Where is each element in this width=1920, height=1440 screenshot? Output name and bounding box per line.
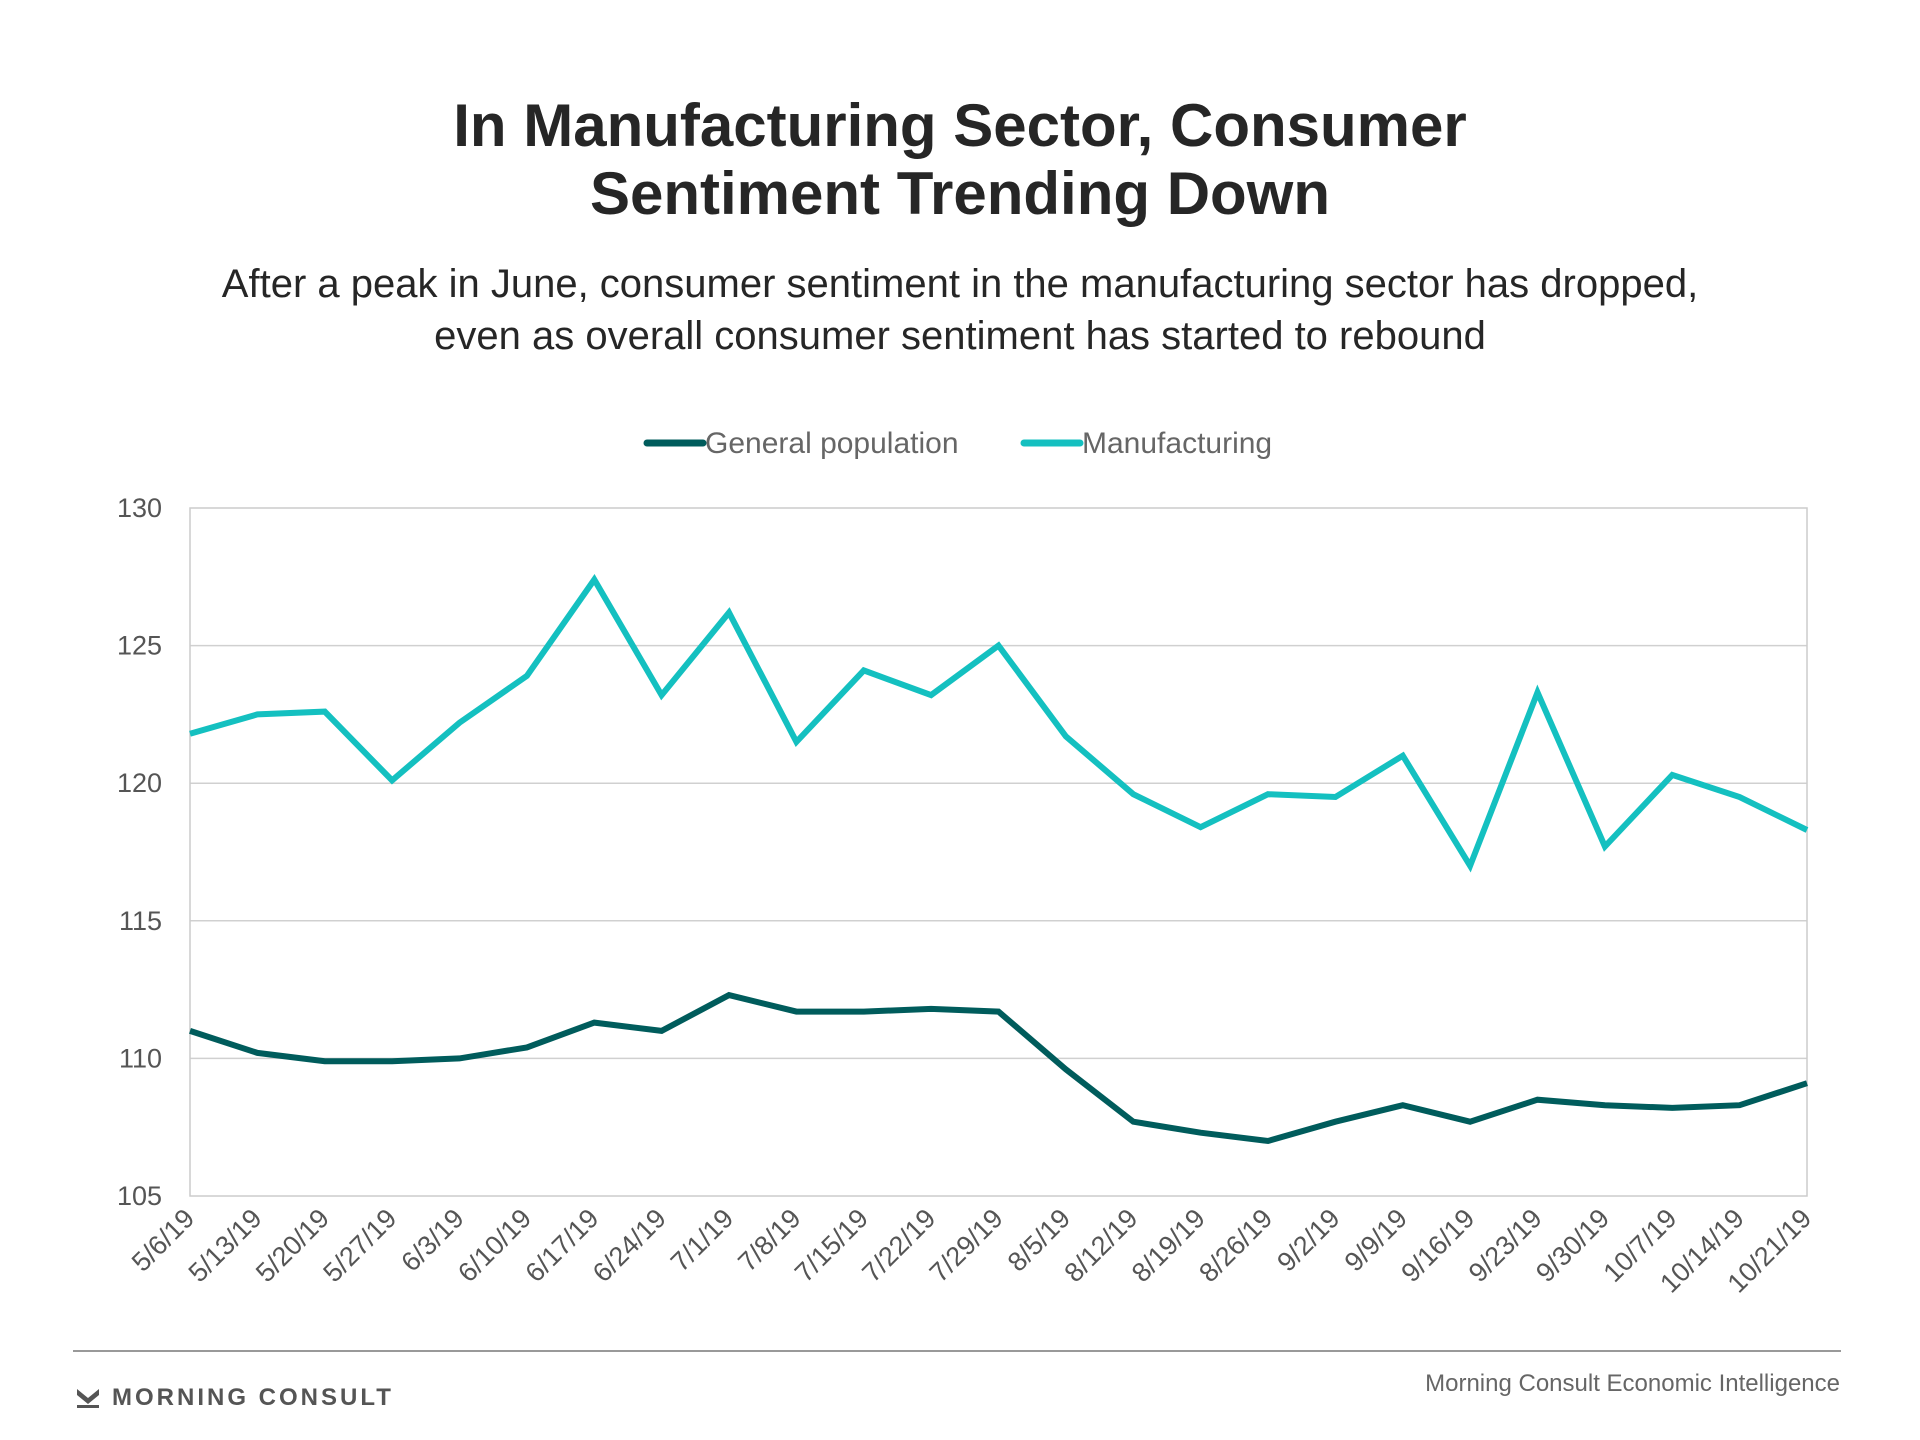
series-group xyxy=(189,574,1809,1145)
brand-name: MORNING CONSULT xyxy=(112,1384,394,1411)
x-tick-label: 8/26/19 xyxy=(1193,1203,1278,1288)
x-tick-label: 6/24/19 xyxy=(587,1203,672,1288)
y-tick-label: 130 xyxy=(117,493,162,523)
source-credit: Morning Consult Economic Intelligence xyxy=(1425,1370,1840,1397)
morning-consult-logo-icon xyxy=(77,1389,99,1408)
x-tick-label: 9/16/19 xyxy=(1395,1203,1480,1288)
series-line-manufacturing xyxy=(189,574,1809,873)
line-chart: General population Manufacturing 105 110 11… xyxy=(117,427,1817,1299)
x-tick-label: 7/29/19 xyxy=(924,1203,1009,1288)
x-tick-label: 8/19/19 xyxy=(1126,1203,1211,1288)
x-tick-label: 5/27/19 xyxy=(317,1203,402,1288)
x-tick-label: 9/23/19 xyxy=(1463,1203,1548,1288)
chart-subtitle: After a peak in June, consumer sentiment… xyxy=(0,258,1920,362)
x-tick-label: 8/12/19 xyxy=(1059,1203,1144,1288)
x-tick-label: 9/30/19 xyxy=(1530,1203,1615,1288)
x-tick-label: 7/22/19 xyxy=(856,1203,941,1288)
y-tick-label: 115 xyxy=(119,906,162,936)
brand-logo: MORNING CONSULT xyxy=(76,1380,394,1416)
series-line-general-population xyxy=(189,991,1808,1145)
x-tick-label: 5/20/19 xyxy=(250,1203,335,1288)
plot-frame xyxy=(189,507,1808,1197)
footer-divider xyxy=(73,1350,1841,1352)
x-tick-label: 9/2/19 xyxy=(1271,1203,1345,1277)
chart-subtitle-line-2: even as overall consumer sentiment has s… xyxy=(434,314,1486,358)
x-tick-label: 5/13/19 xyxy=(183,1203,268,1288)
y-tick-label: 120 xyxy=(117,768,162,798)
y-tick-label: 125 xyxy=(117,631,162,661)
gridlines xyxy=(190,644,1807,1060)
chart-subtitle-line-1: After a peak in June, consumer sentiment… xyxy=(221,262,1699,306)
y-axis: 105 110 115 120 125 130 xyxy=(117,493,162,1211)
x-tick-label: 6/17/19 xyxy=(520,1203,605,1288)
x-axis: 5/6/195/13/195/20/195/27/196/3/196/10/19… xyxy=(126,1203,1817,1299)
y-tick-label: 105 xyxy=(117,1181,162,1211)
x-tick-label: 7/15/19 xyxy=(789,1203,874,1288)
y-tick-label: 110 xyxy=(119,1043,162,1073)
chart-title-line-1: In Manufacturing Sector, Consumer xyxy=(453,92,1467,159)
legend: General population Manufacturing xyxy=(643,427,1272,460)
chart-title-line-2: Sentiment Trending Down xyxy=(589,160,1330,227)
legend-label: General population xyxy=(705,427,959,460)
legend-label: Manufacturing xyxy=(1082,427,1272,460)
chart-title: In Manufacturing Sector, Consumer Sentim… xyxy=(0,92,1920,228)
x-tick-label: 7/1/19 xyxy=(665,1203,739,1277)
x-tick-label: 6/10/19 xyxy=(452,1203,537,1288)
